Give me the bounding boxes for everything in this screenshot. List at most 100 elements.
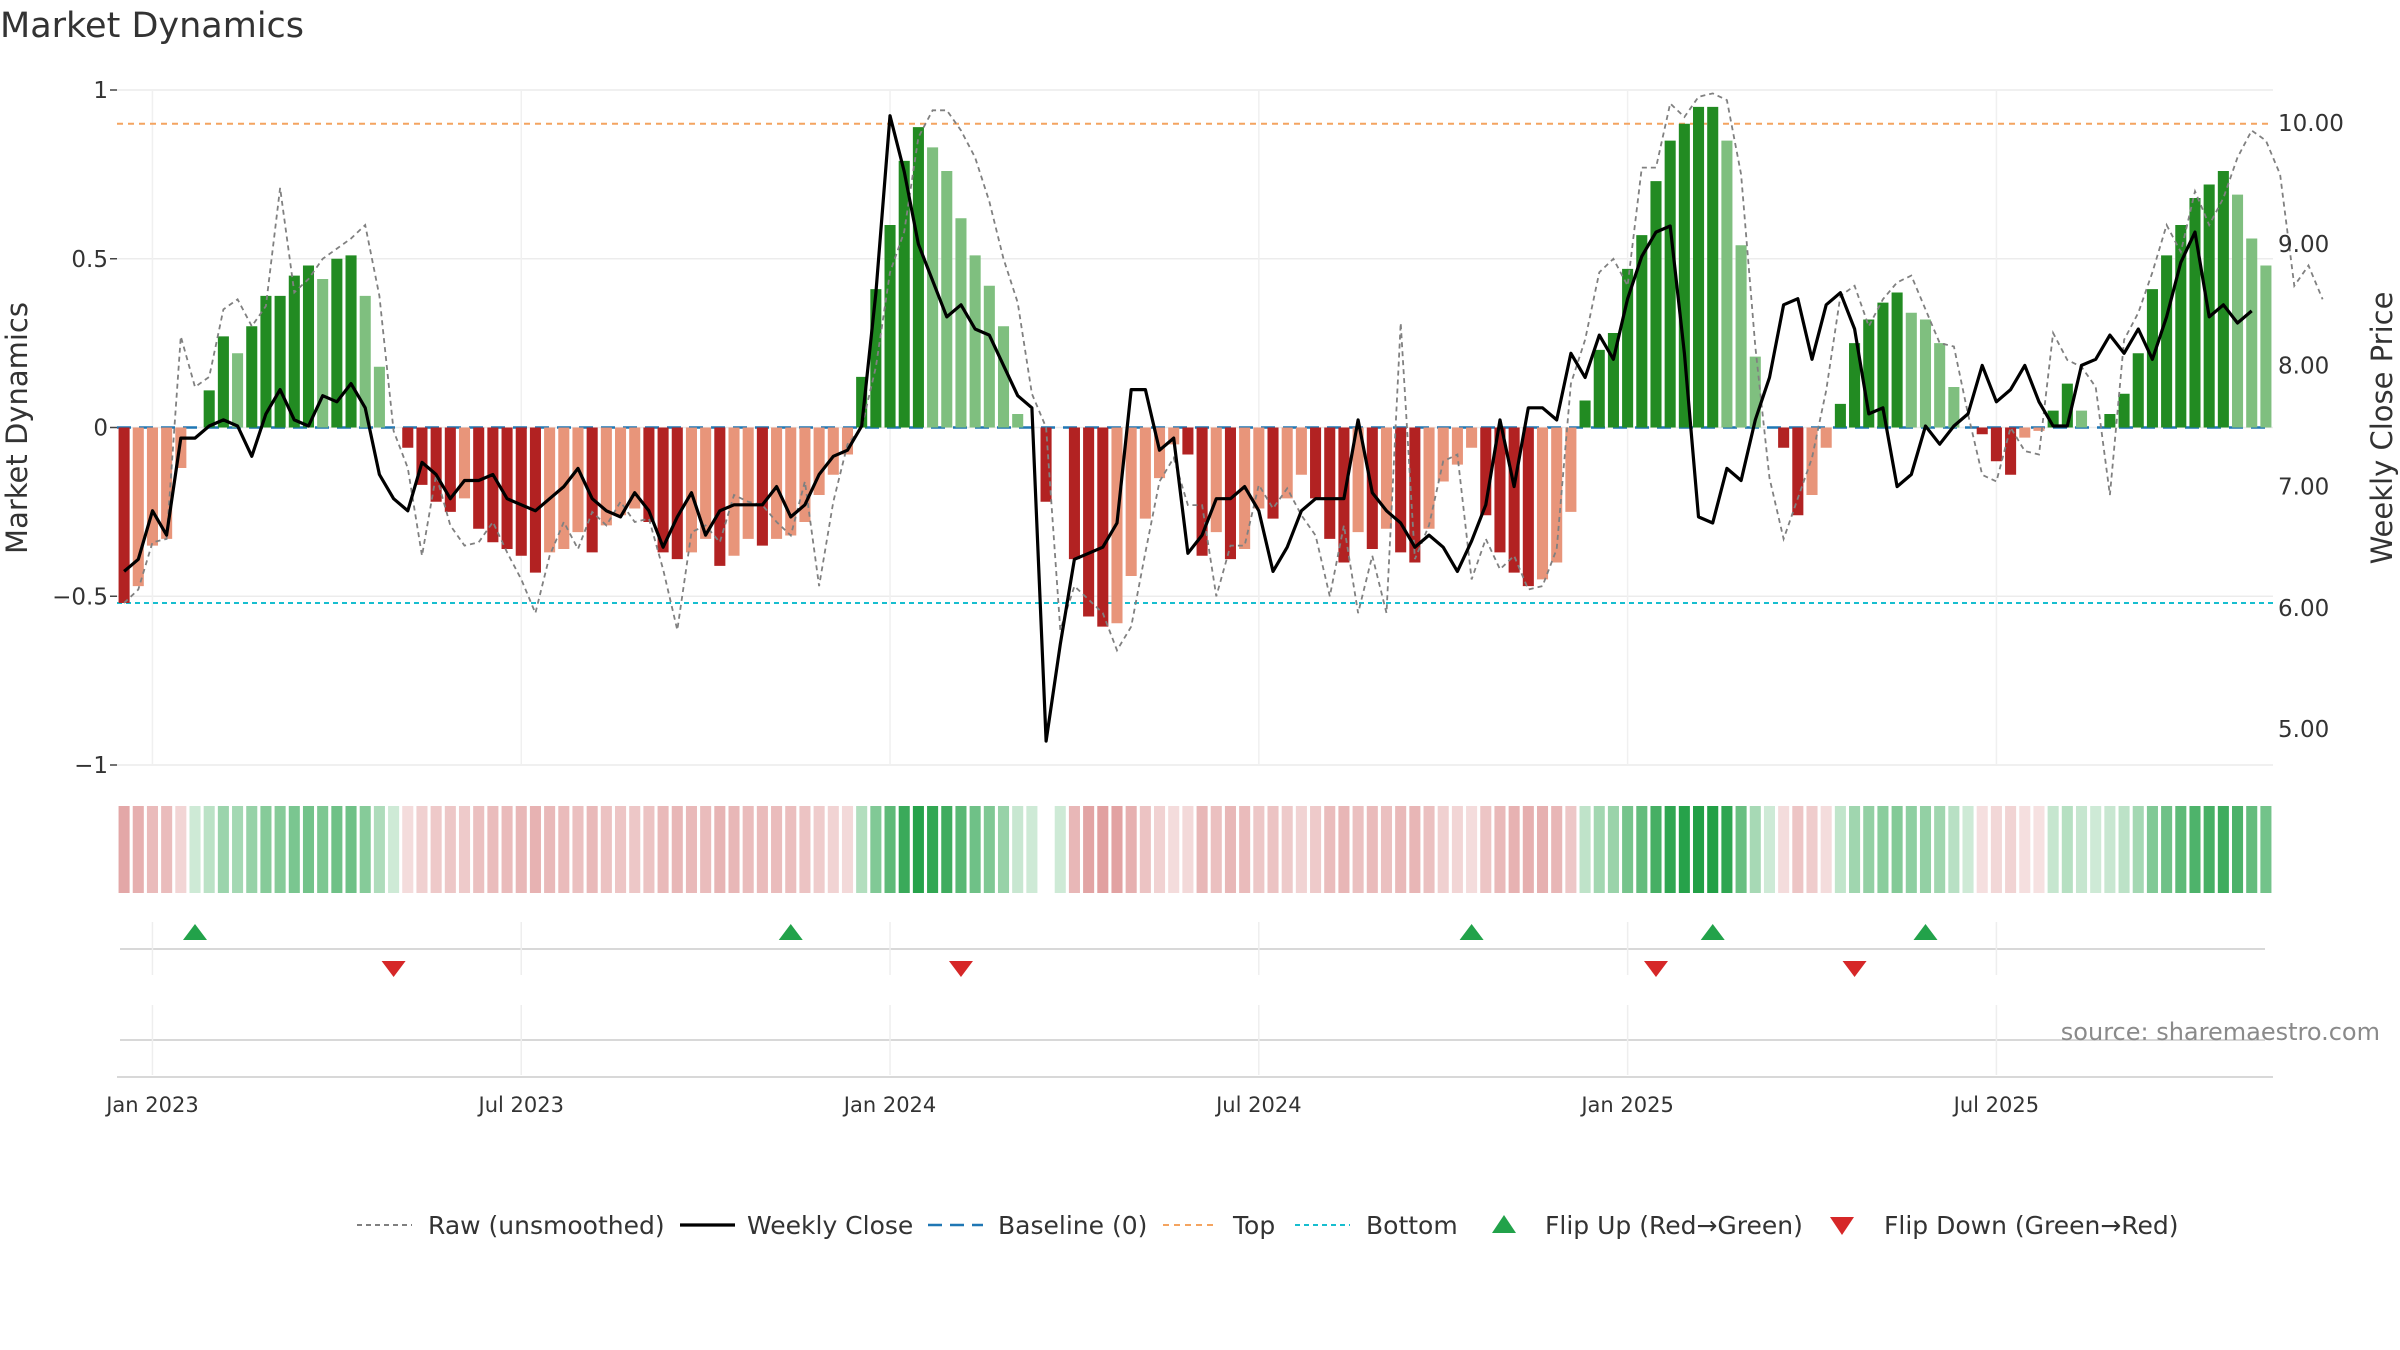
- regime-cell: [2005, 806, 2017, 893]
- regime-cell: [1636, 806, 1648, 893]
- dynamics-bar: [955, 218, 967, 428]
- dynamics-bar: [1224, 427, 1236, 560]
- dynamics-bar: [1324, 427, 1336, 539]
- y-right-tick-label: 7.00: [2278, 475, 2329, 501]
- regime-cell: [572, 806, 584, 893]
- dynamics-bar: [132, 427, 144, 587]
- regime-cell: [515, 806, 527, 893]
- regime-cell: [927, 806, 939, 893]
- regime-cell: [331, 806, 343, 893]
- dynamics-bar: [2232, 194, 2244, 428]
- y-left-tick-label: −0.5: [52, 584, 108, 610]
- regime-cell: [217, 806, 229, 893]
- regime-cell: [728, 806, 740, 893]
- x-tick-label: Jan 2023: [104, 1093, 199, 1117]
- regime-cell: [1948, 806, 1960, 893]
- regime-cell: [1451, 806, 1463, 893]
- dynamics-bar: [1820, 427, 1832, 448]
- dynamics-bar: [742, 427, 754, 539]
- regime-cell: [132, 806, 144, 893]
- regime-cell: [1494, 806, 1506, 893]
- dynamics-bar: [203, 390, 215, 428]
- dynamics-bar: [941, 171, 953, 428]
- regime-cell: [1707, 806, 1719, 893]
- dynamics-bar: [2132, 353, 2144, 428]
- dynamics-bar: [600, 427, 612, 526]
- dynamics-bar: [1040, 427, 1052, 502]
- regime-cell: [2217, 806, 2229, 893]
- regime-cell: [1792, 806, 1804, 893]
- regime-cell: [2033, 806, 2045, 893]
- regime-cell: [983, 806, 995, 893]
- x-tick-label: Jul 2024: [1214, 1093, 1301, 1117]
- regime-cell: [1380, 806, 1393, 893]
- dynamics-bars: [118, 106, 2272, 627]
- y-right-tick-label: 8.00: [2278, 353, 2329, 379]
- legend-label: Flip Down (Green→Red): [1884, 1211, 2179, 1240]
- dynamics-bar: [1352, 427, 1364, 533]
- regime-cell: [1139, 806, 1151, 893]
- y-axis-right-label: Weekly Close Price: [2365, 292, 2399, 565]
- dynamics-bar: [345, 255, 357, 428]
- dynamics-bar: [1948, 387, 1960, 428]
- dynamics-bar: [572, 427, 584, 533]
- dynamics-bar: [898, 160, 910, 428]
- dynamics-bar: [487, 427, 499, 543]
- dynamics-bar: [288, 275, 300, 428]
- dynamics-bar: [1707, 106, 1719, 428]
- dynamics-bar: [2005, 427, 2017, 475]
- dynamics-bar: [827, 427, 839, 475]
- dynamics-bar: [1905, 312, 1917, 428]
- regime-cell: [771, 806, 783, 893]
- flip-down-marker: [381, 961, 406, 977]
- dynamics-bar: [1749, 356, 1761, 428]
- dynamics-bar: [1437, 427, 1449, 482]
- dynamics-bar: [2260, 265, 2272, 428]
- dynamics-bar: [615, 427, 627, 516]
- regime-cell: [1083, 806, 1095, 893]
- dynamics-bar: [444, 427, 456, 512]
- regime-cell: [359, 806, 371, 893]
- regime-cell: [912, 806, 924, 893]
- regime-strip: [118, 806, 2272, 893]
- regime-cell: [742, 806, 754, 893]
- dynamics-bar: [1380, 427, 1393, 529]
- regime-cell: [2061, 806, 2073, 893]
- regime-cell: [1423, 806, 1435, 893]
- dynamics-bar: [2033, 427, 2045, 431]
- dynamics-bar: [1281, 427, 1293, 499]
- regime-cell: [1607, 806, 1619, 893]
- regime-cell: [1182, 806, 1194, 893]
- dynamics-bar: [1083, 427, 1095, 617]
- regime-cell: [232, 806, 244, 893]
- dynamics-bar: [2047, 410, 2059, 428]
- regime-cell: [1678, 806, 1690, 893]
- dynamics-bar: [1891, 292, 1903, 428]
- dynamics-bar: [643, 427, 655, 522]
- legend-label: Weekly Close: [747, 1211, 913, 1240]
- regime-cell: [388, 806, 400, 893]
- regime-cell: [317, 806, 329, 893]
- regime-cell: [118, 806, 130, 893]
- dynamics-bar: [1125, 427, 1137, 576]
- regime-cell: [1508, 806, 1520, 893]
- regime-cell: [1664, 806, 1676, 893]
- dynamics-bar: [1934, 343, 1946, 428]
- dynamics-bar: [118, 427, 130, 603]
- dynamics-bar: [2104, 414, 2116, 428]
- regime-cell: [473, 806, 485, 893]
- regime-cell: [600, 806, 612, 893]
- dynamics-bar: [700, 427, 712, 539]
- legend-label: Raw (unsmoothed): [428, 1211, 665, 1240]
- regime-cell: [1437, 806, 1449, 893]
- dynamics-bar: [1849, 343, 1861, 428]
- regime-cell: [1693, 806, 1705, 893]
- dynamics-bar: [1778, 427, 1790, 448]
- dynamics-bar: [2217, 171, 2229, 428]
- dynamics-bar: [260, 295, 272, 428]
- dynamics-bar: [515, 427, 527, 556]
- dynamics-bar: [1182, 427, 1194, 455]
- regime-cell: [714, 806, 726, 893]
- regime-cell: [785, 806, 797, 893]
- dynamics-bar: [529, 427, 541, 573]
